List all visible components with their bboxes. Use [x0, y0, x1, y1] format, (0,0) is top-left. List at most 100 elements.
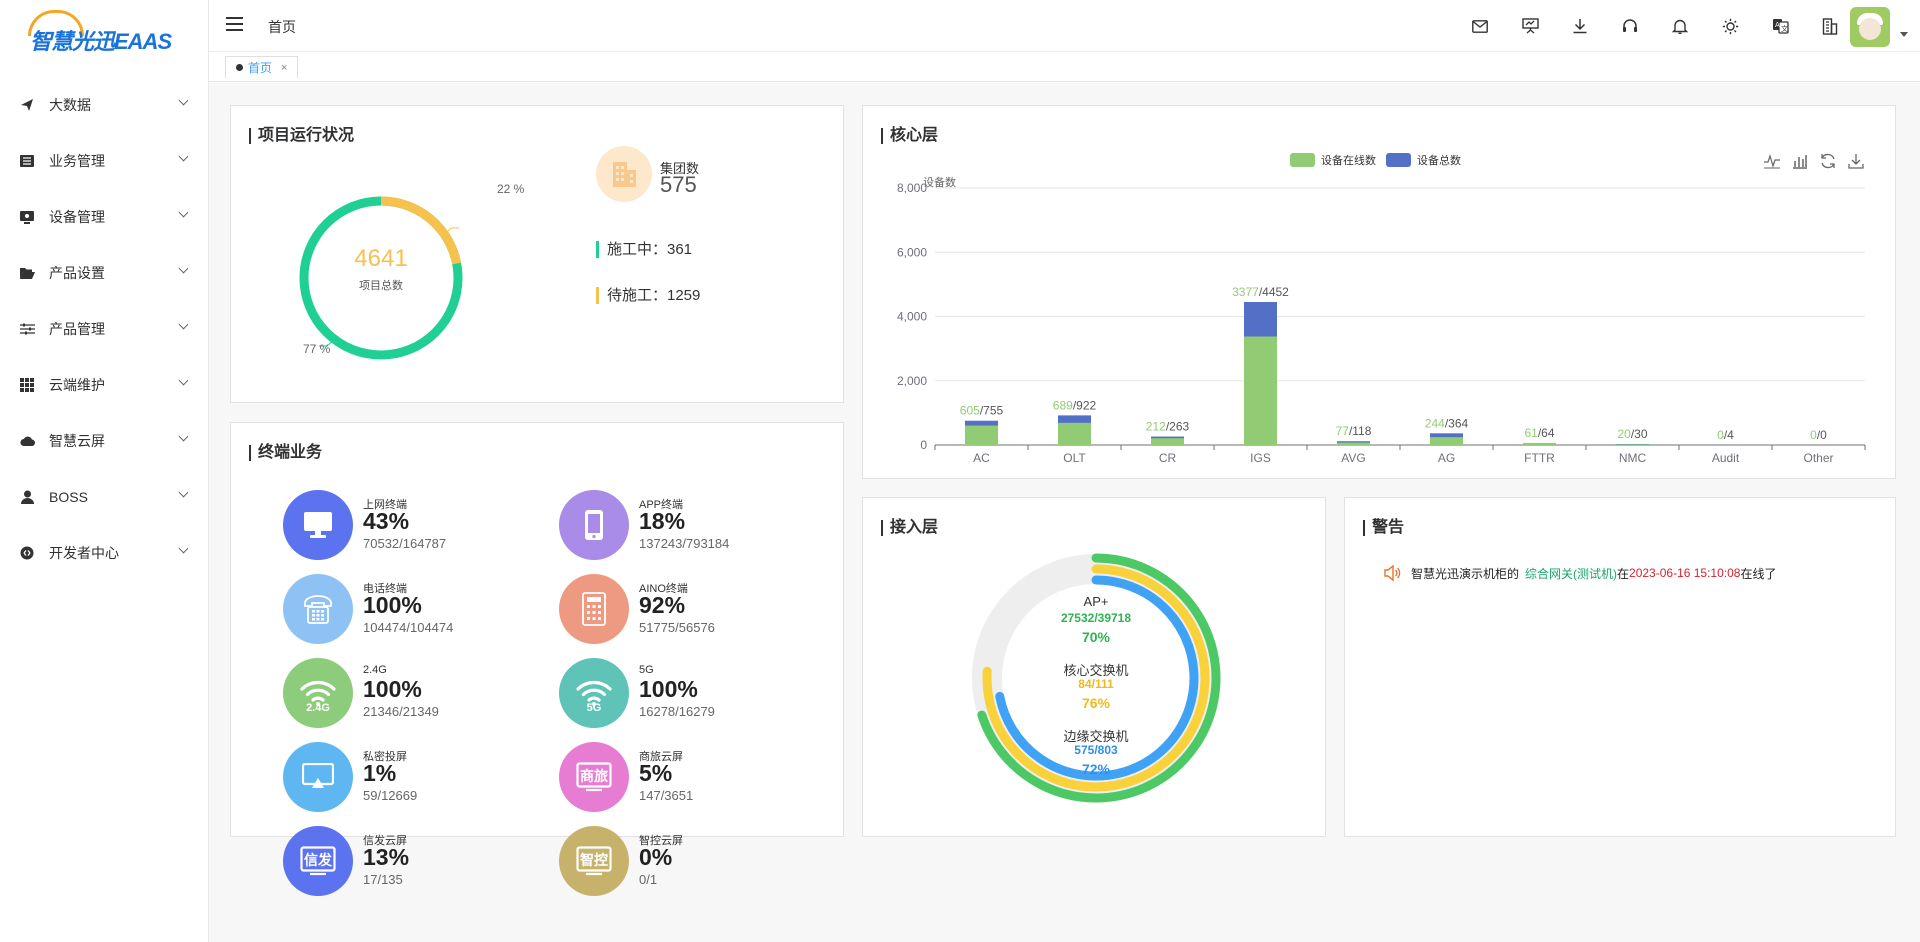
building-icon[interactable]	[1818, 14, 1842, 38]
folder-open-icon	[19, 265, 35, 281]
terminal-item[interactable]: 智控 智控云屏 0% 0/1	[559, 826, 799, 898]
terminal-name: 上网终端	[363, 499, 407, 511]
terminal-percent: 5%	[639, 760, 673, 786]
legend-online-swatch	[1290, 153, 1315, 167]
alert-message[interactable]: 智慧光迅演示机柜的 综合网关(测试机) 在 2023-06-16 15:10:0…	[1383, 564, 1776, 582]
access-layer-card: 接入层 AP+ 27532/39718 70% 核心交换机 84/111 76% 边缘交换机…	[862, 497, 1326, 837]
access-ring-ratio: 575/803	[1074, 743, 1118, 757]
terminal-item[interactable]: AINO终端 92% 51775/56576	[559, 574, 799, 646]
presentation-icon[interactable]	[1518, 14, 1542, 38]
data-label-total: /64	[1538, 426, 1555, 440]
app-logo[interactable]: 智慧光迅EAAS	[24, 8, 184, 54]
terminal-percent: 100%	[639, 676, 698, 702]
data-label-total: /364	[1445, 416, 1469, 430]
terminal-name: APP终端	[639, 499, 684, 511]
headset-icon[interactable]	[1618, 14, 1642, 38]
bar-online[interactable]	[1151, 438, 1184, 445]
wifi-icon: 5G	[559, 658, 629, 728]
chart-legend[interactable]: 设备在线数 设备总数	[1290, 152, 1461, 168]
refresh-icon[interactable]	[1819, 152, 1837, 170]
speaker-icon	[1384, 564, 1401, 582]
terminal-item[interactable]: 上网终端 43% 70532/164787	[283, 490, 523, 562]
terminal-ratio: 104474/104474	[363, 620, 454, 635]
bar-data-label: 0/0	[1810, 428, 1827, 442]
bar-data-label: 61/64	[1524, 426, 1554, 440]
bar-online[interactable]	[1523, 443, 1556, 445]
terminal-item[interactable]: 信发 信发云屏 13% 17/135	[283, 826, 523, 898]
terminal-item[interactable]: APP终端 18% 137243/793184	[559, 490, 799, 562]
terminal-icon-text: 5G	[586, 702, 602, 714]
sidebar-item-1[interactable]: 大数据	[0, 77, 209, 133]
terminal-name: 2.4G	[363, 664, 387, 676]
chevron-down-icon[interactable]	[1900, 32, 1908, 37]
bar-online[interactable]	[1337, 442, 1370, 445]
y-tick-label: 8,000	[897, 181, 927, 195]
access-ring-name: AP+	[1083, 594, 1109, 609]
bar-online[interactable]	[965, 425, 998, 445]
terminal-name: 智控云屏	[639, 835, 683, 847]
sidebar-item-9[interactable]: 开发者中心	[0, 525, 209, 581]
terminal-ratio: 21346/21349	[363, 704, 439, 719]
bar-data-label: 77/118	[1336, 424, 1372, 438]
sidebar-item-7[interactable]: 智慧云屏	[0, 413, 209, 469]
sidebar-item-3[interactable]: 设备管理	[0, 189, 209, 245]
card-title: 接入层	[881, 520, 938, 536]
sidebar-item-label: 产品设置	[49, 265, 105, 281]
chevron-down-icon	[178, 375, 189, 386]
tv-icon: 信发	[283, 826, 353, 896]
tab-home[interactable]: 首页 ×	[225, 56, 299, 78]
x-tick-label: AC	[973, 451, 990, 465]
sidebar-item-label: 设备管理	[49, 209, 105, 225]
project-status-card: 项目运行状况 22 % 77 % 4641 项目总数 集团数 575 施工中：3…	[230, 105, 844, 403]
terminal-item[interactable]: 5G 5G 100% 16278/16279	[559, 658, 799, 730]
ring-arc[interactable]	[982, 564, 1210, 792]
sidebar-item-4[interactable]: 产品设置	[0, 245, 209, 301]
developer-icon	[19, 545, 35, 561]
user-avatar[interactable]	[1850, 7, 1890, 47]
sidebar-item-label: 业务管理	[49, 153, 105, 169]
sidebar-item-2[interactable]: 业务管理	[0, 133, 209, 189]
bar-chart-icon[interactable]	[1791, 152, 1809, 170]
terminal-item[interactable]: 电话终端 100% 104474/104474	[283, 574, 523, 646]
terminal-percent: 13%	[363, 844, 410, 870]
alert-device[interactable]: 综合网关(测试机)	[1525, 566, 1618, 581]
collapse-menu-icon[interactable]	[226, 17, 243, 31]
terminal-percent: 92%	[639, 592, 686, 618]
breadcrumb[interactable]: 首页	[268, 19, 296, 35]
bell-icon[interactable]	[1668, 14, 1692, 38]
line-chart-icon[interactable]	[1763, 152, 1781, 170]
access-ring-ratio: 27532/39718	[1060, 611, 1132, 625]
data-label-online: 0	[1810, 428, 1817, 442]
bar-online[interactable]	[1244, 336, 1277, 445]
paper-plane-icon	[19, 97, 35, 113]
terminal-name: AINO终端	[639, 583, 688, 595]
ring-arc[interactable]	[995, 575, 1199, 781]
group-count-label: 集团数	[660, 161, 700, 176]
bar-data-label: 0/4	[1717, 428, 1734, 442]
sidebar-item-5[interactable]: 产品管理	[0, 301, 209, 357]
terminal-item[interactable]: 2.4G 2.4G 100% 21346/21349	[283, 658, 523, 730]
ring-arc[interactable]	[977, 553, 1221, 803]
data-label-online: 244	[1425, 416, 1445, 430]
mail-icon[interactable]	[1468, 14, 1492, 38]
bar-online[interactable]	[1430, 437, 1463, 445]
y-axis-label: 设备数	[923, 175, 956, 189]
bar-online[interactable]	[1058, 422, 1091, 445]
tabs-bar: 首页 ×	[209, 52, 1920, 82]
sidebar-item-8[interactable]: BOSS	[0, 469, 209, 525]
save-icon[interactable]	[1847, 152, 1865, 170]
sun-icon[interactable]	[1718, 14, 1742, 38]
download-icon[interactable]	[1568, 14, 1592, 38]
keypad-icon	[559, 574, 629, 644]
terminal-item[interactable]: 商旅 商旅云屏 5% 147/3651	[559, 742, 799, 814]
x-tick-label: AG	[1438, 451, 1455, 465]
close-icon[interactable]: ×	[281, 61, 288, 74]
terminal-item[interactable]: 私密投屏 1% 59/12669	[283, 742, 523, 814]
sidebar-item-6[interactable]: 云端维护	[0, 357, 209, 413]
bar-online[interactable]	[1616, 444, 1649, 445]
chevron-down-icon	[178, 151, 189, 162]
x-tick-label: NMC	[1619, 451, 1647, 465]
